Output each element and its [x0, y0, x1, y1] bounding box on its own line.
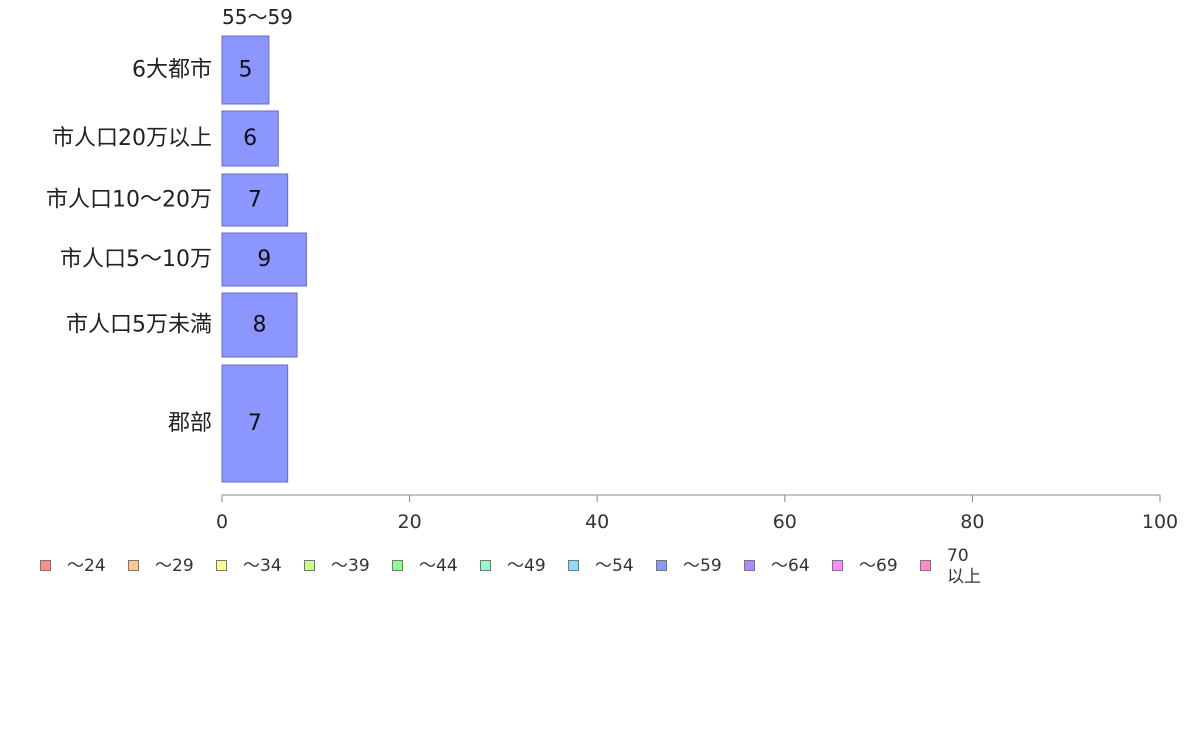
legend-swatch [832, 560, 843, 571]
legend-label-line: 以上 [947, 567, 981, 587]
legend-label: 〜34 [243, 556, 282, 576]
category-label: 市人口5万未満 [66, 313, 212, 338]
legend-label: 〜49 [507, 556, 546, 576]
legend-swatch [568, 560, 579, 571]
category-label: 市人口20万以上 [52, 126, 212, 151]
bars-group: 5 6大都市 6 市人口20万以上 7 市人口10〜20万 9 市人口5〜10万 8 市人口5万未… [46, 35, 307, 483]
category-label: 市人口10〜20万 [46, 188, 212, 213]
legend-label: 〜44 [419, 556, 458, 576]
category-label: 市人口5〜10万 [60, 247, 212, 272]
category-label: 6大都市 [132, 58, 212, 83]
bar-value-label: 7 [248, 188, 262, 213]
legend-swatch [216, 560, 227, 571]
bar [221, 173, 289, 227]
category-label: 郡部 [168, 411, 212, 436]
x-tick-label: 100 [1142, 511, 1178, 533]
legend-swatch [128, 560, 139, 571]
bar-chart: 55〜59 5 6大都市 6 市人口20万以上 7 市人口10〜20万 9 市人口5〜10万 8… [46, 5, 1178, 533]
legend-label: 〜24 [67, 556, 106, 576]
bar-value-label: 9 [257, 247, 271, 272]
x-tick-label: 60 [773, 511, 797, 533]
bar [221, 35, 270, 105]
x-tick-label: 20 [398, 511, 422, 533]
bar [221, 232, 307, 287]
x-tick-label: 40 [585, 511, 609, 533]
bar-value-label: 8 [253, 313, 267, 338]
legend-label: 〜29 [155, 556, 194, 576]
legend-label: 〜39 [331, 556, 370, 576]
x-axis: 0 20 40 60 80 100 [216, 494, 1178, 533]
legend-label: 〜64 [771, 556, 810, 576]
legend-label: 70 以上 [947, 546, 987, 588]
legend-label: 〜69 [859, 556, 898, 576]
legend-swatch [480, 560, 491, 571]
legend-label-line: 70 [947, 546, 969, 566]
legend-swatch [40, 560, 51, 571]
legend-swatch [744, 560, 755, 571]
legend-label: 〜54 [595, 556, 634, 576]
legend-swatch [920, 560, 931, 571]
legend-swatch [392, 560, 403, 571]
bar [221, 364, 289, 483]
bar-value-label: 6 [243, 126, 257, 151]
bar-value-label: 5 [238, 58, 252, 83]
x-tick-label: 80 [960, 511, 984, 533]
bar-value-label: 7 [248, 411, 262, 436]
legend-swatch [656, 560, 667, 571]
legend-label: 〜59 [683, 556, 722, 576]
bar [221, 110, 279, 167]
x-tick-label: 0 [216, 511, 228, 533]
series-label: 55〜59 [222, 5, 293, 29]
bar [221, 292, 298, 358]
legend-swatch [304, 560, 315, 571]
